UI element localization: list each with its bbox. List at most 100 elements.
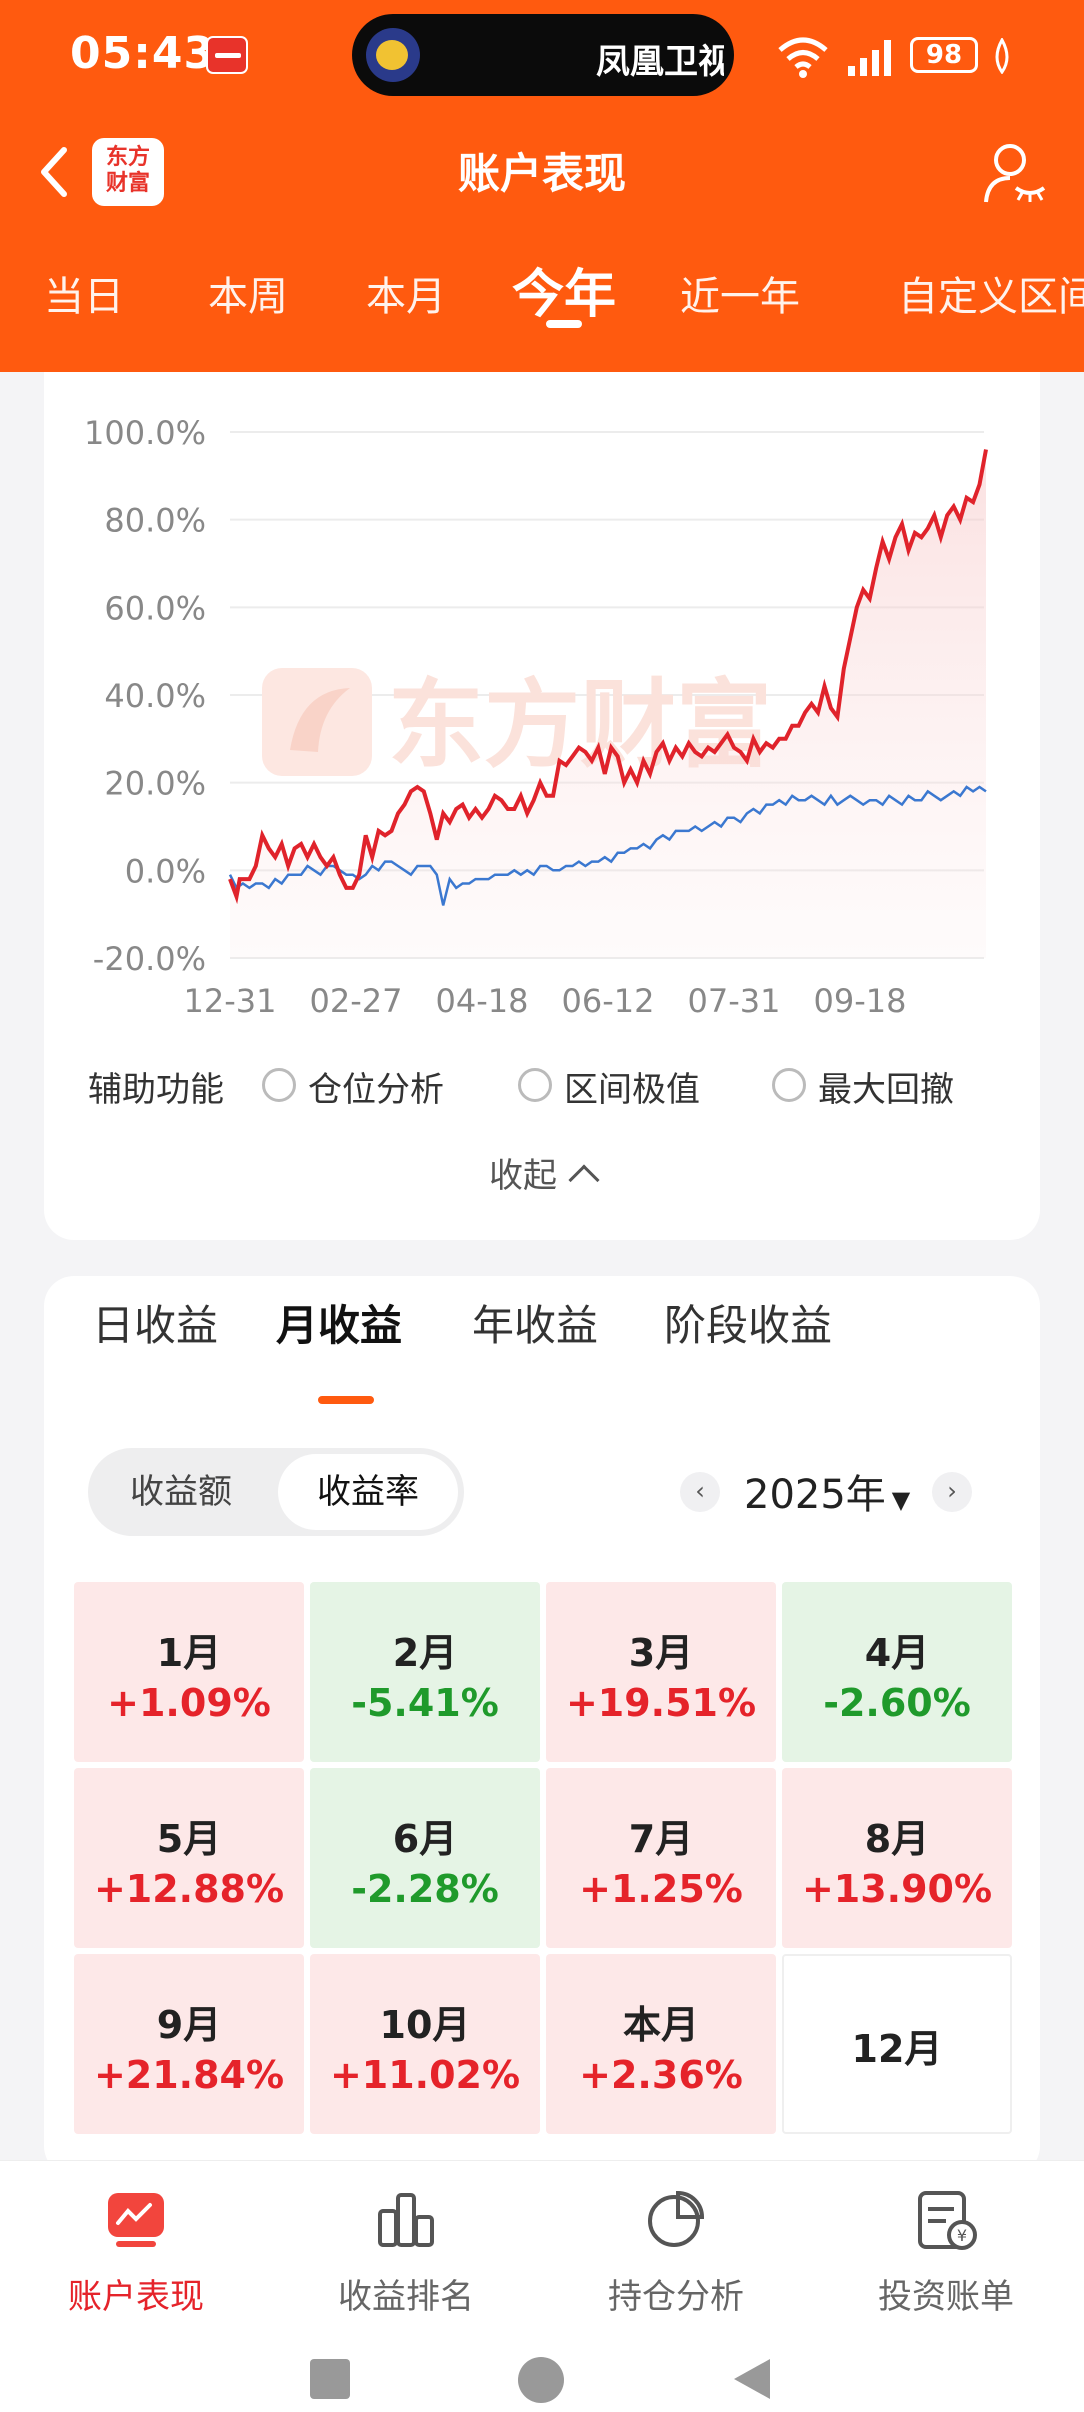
aux-functions: 辅助功能 仓位分析 区间极值 最大回撤 (0, 1042, 1084, 1132)
home-button[interactable] (518, 2357, 564, 2403)
option-max-drawdown[interactable]: 最大回撤 (818, 1070, 954, 1110)
month-label: 1月 (156, 1631, 222, 1675)
month-cell[interactable]: 7月 +1.25% (546, 1768, 776, 1948)
wifi-icon (778, 37, 828, 78)
phoenix-tv-icon (366, 28, 420, 82)
month-cell[interactable]: 6月 -2.28% (310, 1768, 540, 1948)
tab-daily-returns[interactable]: 日收益 (92, 1301, 219, 1350)
svg-text:¥: ¥ (957, 2226, 967, 2245)
back-triangle-icon[interactable] (730, 2355, 774, 2403)
page-title: 账户表现 (457, 149, 626, 198)
back-arrow-icon[interactable] (34, 142, 74, 202)
radio-range-extremes[interactable] (518, 1068, 552, 1102)
user-privacy-icon[interactable] (980, 138, 1050, 208)
month-cell[interactable]: 3月 +19.51% (546, 1582, 776, 1762)
bottom-tab-label: 收益排名 (338, 2277, 474, 2317)
month-cell[interactable]: 5月 +12.88% (74, 1768, 304, 1948)
y-tick-label: 60.0% (104, 589, 206, 627)
option-range-extremes[interactable]: 区间极值 (564, 1070, 700, 1110)
next-year-button[interactable]: › (932, 1472, 972, 1512)
month-label: 9月 (156, 2003, 222, 2047)
leaf-icon (995, 38, 1009, 74)
month-cell[interactable]: 8月 +13.90% (782, 1768, 1012, 1948)
x-tick-label: 04-18 (436, 982, 529, 1020)
bottom-tab-label: 投资账单 (878, 2277, 1014, 2317)
month-return-value: -5.41% (351, 1681, 499, 1725)
notification-app-icon (206, 36, 248, 74)
pie-chart-icon (644, 2187, 708, 2251)
month-label: 12月 (851, 2027, 943, 2071)
tab-this-month[interactable]: 本月 (366, 274, 446, 320)
month-cell[interactable]: 10月 +11.02% (310, 1954, 540, 2134)
y-tick-label: 80.0% (104, 502, 206, 540)
month-return-value: +12.88% (93, 1867, 285, 1911)
battery-indicator: 98 (910, 37, 978, 73)
tab-yearly-returns[interactable]: 年收益 (472, 1301, 599, 1350)
y-tick-label: 100.0% (84, 414, 206, 452)
status-bar: 05:43 凤凰卫视 98 (0, 0, 1084, 110)
caret-down-icon: ▼ (891, 1486, 911, 1514)
month-cell[interactable]: 2月 -5.41% (310, 1582, 540, 1762)
radio-position-analysis[interactable] (262, 1068, 296, 1102)
month-return-value: +2.36% (579, 2053, 743, 2097)
bottom-tab-holdings-analysis[interactable]: 持仓分析 (576, 2187, 776, 2318)
collapse-button[interactable]: 收起 (0, 1148, 1084, 1197)
signal-icon (848, 40, 891, 76)
month-label: 8月 (864, 1817, 930, 1861)
x-tick-label: 07-31 (688, 982, 781, 1020)
bottom-tab-investment-bill[interactable]: ¥ 投资账单 (846, 2187, 1046, 2318)
tab-today[interactable]: 当日 (44, 274, 124, 320)
month-cell[interactable]: 4月 -2.60% (782, 1582, 1012, 1762)
series-red-line (228, 449, 988, 905)
returns-tab-indicator (318, 1396, 374, 1404)
month-cell[interactable]: 本月 +2.36% (546, 1954, 776, 2134)
y-tick-label: -20.0% (93, 940, 206, 978)
tab-custom-range[interactable]: 自定义区间 (898, 274, 1084, 320)
dynamic-island: 凤凰卫视 (352, 14, 734, 96)
month-label: 7月 (628, 1817, 694, 1861)
tab-this-year[interactable]: 今年 (512, 265, 617, 325)
month-label: 5月 (156, 1817, 222, 1861)
month-label: 6月 (392, 1817, 458, 1861)
active-tab-indicator (546, 320, 582, 328)
option-position-analysis[interactable]: 仓位分析 (308, 1070, 444, 1110)
performance-icon (104, 2187, 168, 2251)
month-return-value: +13.90% (801, 1867, 993, 1911)
recents-button[interactable] (310, 2359, 350, 2399)
toggle-rate[interactable]: 收益率 (278, 1454, 458, 1530)
year-dropdown[interactable]: 2025年 ▼ (744, 1462, 910, 1520)
prev-year-button[interactable]: ‹ (680, 1472, 720, 1512)
bottom-tab-label: 账户表现 (68, 2277, 204, 2317)
bottom-tab-account-performance[interactable]: 账户表现 (36, 2187, 236, 2318)
tab-stage-returns[interactable]: 阶段收益 (664, 1301, 833, 1350)
toggle-amount[interactable]: 收益额 (130, 1472, 232, 1512)
month-return-value: -2.60% (823, 1681, 971, 1725)
month-cell[interactable]: 1月 +1.09% (74, 1582, 304, 1762)
collapse-label: 收起 (489, 1156, 557, 1196)
period-tabs: 当日 本周 本月 今年 近一年 自定义区间 (0, 240, 1084, 350)
status-time: 05:43 (70, 28, 216, 79)
y-tick-label: 0.0% (125, 852, 206, 890)
month-label: 10月 (379, 2003, 471, 2047)
month-cell[interactable]: 9月 +21.84% (74, 1954, 304, 2134)
month-label: 2月 (392, 1631, 458, 1675)
x-tick-label: 09-18 (814, 982, 907, 1020)
month-cell[interactable]: 12月 (782, 1954, 1012, 2134)
month-return-value: -2.28% (351, 1867, 499, 1911)
bottom-tab-label: 持仓分析 (608, 2277, 744, 2317)
tab-monthly-returns[interactable]: 月收益 (276, 1301, 403, 1350)
tab-this-week[interactable]: 本周 (208, 274, 288, 320)
bottom-tab-returns-ranking[interactable]: 收益排名 (306, 2187, 506, 2318)
nav-bar: 东方 财富 账户表现 (0, 110, 1084, 230)
radio-max-drawdown[interactable] (772, 1068, 806, 1102)
month-label: 3月 (628, 1631, 694, 1675)
x-tick-label: 12-31 (184, 982, 277, 1020)
month-label: 4月 (864, 1631, 930, 1675)
tab-last-year[interactable]: 近一年 (680, 274, 800, 320)
returns-line-chart[interactable]: 东方财富 100.0% 80.0% 60.0% 40.0% 20.0% 0.0% -20.0… (0, 0, 1084, 1040)
y-tick-label: 40.0% (104, 677, 206, 715)
bar-chart-icon (374, 2187, 438, 2251)
y-tick-label: 20.0% (104, 765, 206, 803)
header: 05:43 凤凰卫视 98 (0, 0, 1084, 372)
